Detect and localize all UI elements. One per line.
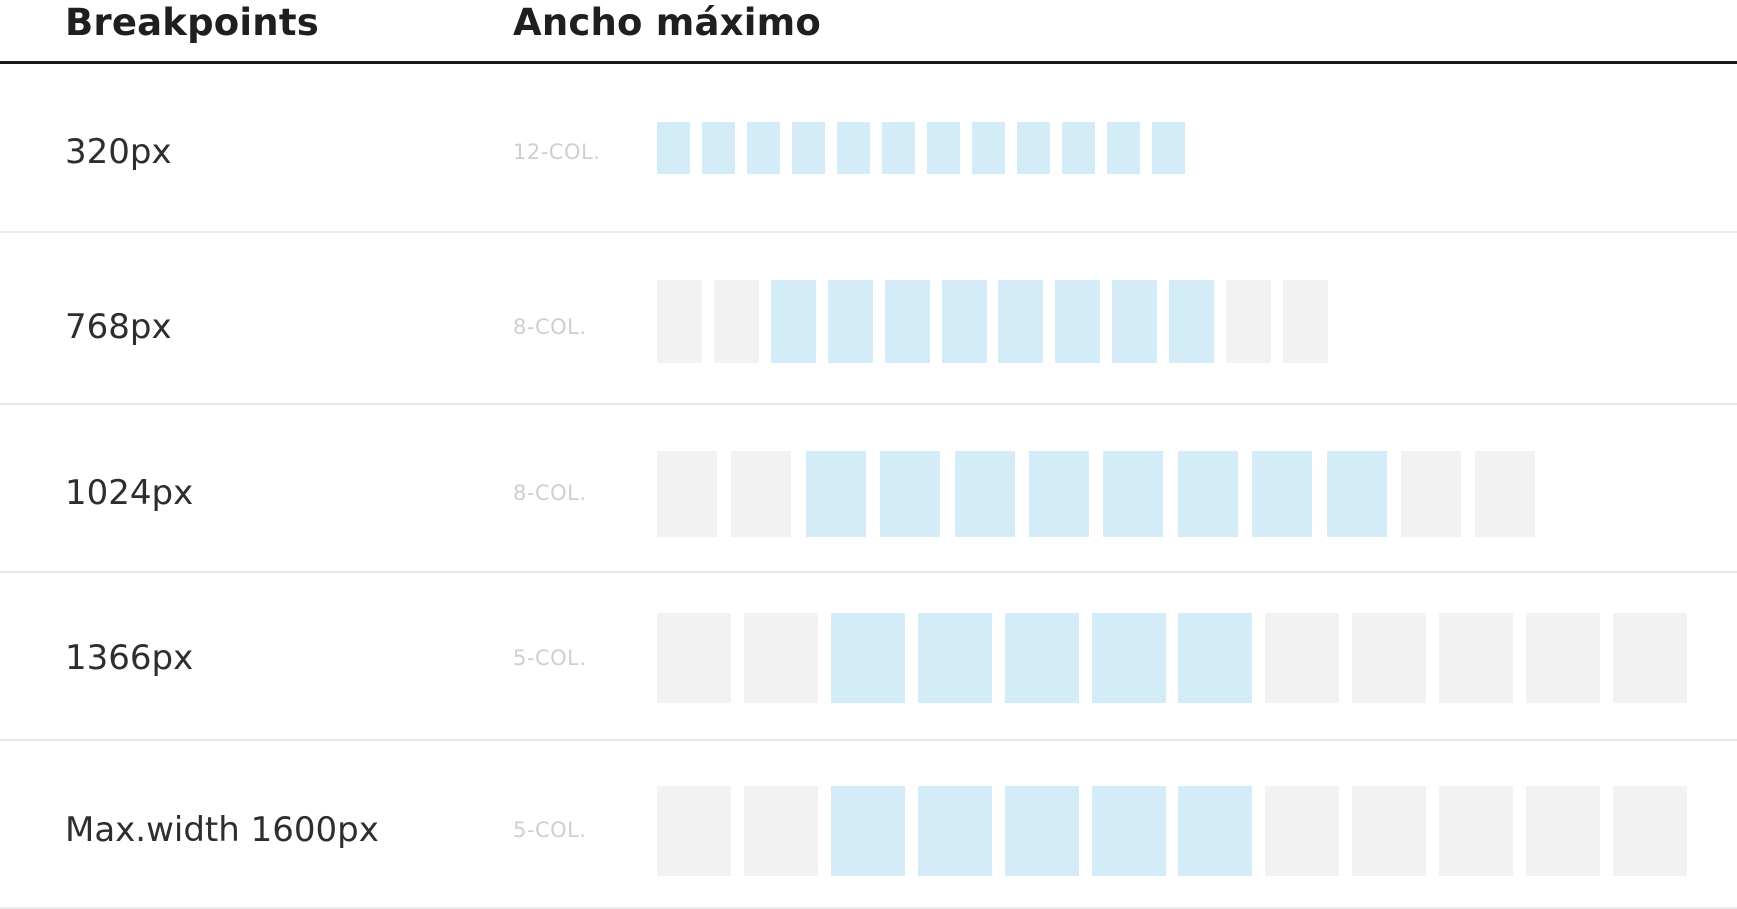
active-column-cell: [918, 786, 992, 876]
active-column-cell: [918, 613, 992, 703]
active-column-cell: [806, 451, 866, 537]
inactive-column-cell: [1265, 613, 1339, 703]
active-column-cell: [1178, 451, 1238, 537]
active-column-cell: [882, 122, 915, 174]
active-column-cell: [1092, 613, 1166, 703]
columns-label: 8-COL.: [513, 315, 587, 339]
table-row: 1366px 5-COL.: [0, 573, 1737, 741]
breakpoint-label: 768px: [65, 307, 172, 347]
active-column-cell: [1062, 122, 1095, 174]
active-column-cell: [1178, 786, 1252, 876]
inactive-column-cell: [1613, 786, 1687, 876]
active-column-cell: [771, 280, 816, 363]
active-column-cell: [1103, 451, 1163, 537]
table-row: 768px 8-COL.: [0, 233, 1737, 405]
active-column-cell: [831, 786, 905, 876]
active-column-cell: [885, 280, 930, 363]
active-column-cell: [972, 122, 1005, 174]
active-column-cell: [955, 451, 1015, 537]
active-column-cell: [1169, 280, 1214, 363]
active-column-cell: [1005, 613, 1079, 703]
breakpoint-label: 1366px: [65, 638, 194, 678]
active-column-cell: [1152, 122, 1185, 174]
table-row: 1024px 8-COL.: [0, 405, 1737, 573]
active-column-cell: [1107, 122, 1140, 174]
active-column-cell: [1017, 122, 1050, 174]
header-breakpoints: Breakpoints: [65, 1, 319, 44]
active-column-cell: [1055, 280, 1100, 363]
active-column-cell: [1005, 786, 1079, 876]
table-row: 320px 12-COL.: [0, 64, 1737, 233]
columns-label: 5-COL.: [513, 646, 587, 670]
active-column-cell: [837, 122, 870, 174]
inactive-column-cell: [1226, 280, 1271, 363]
inactive-column-cell: [657, 451, 717, 537]
breakpoint-label: Max.width 1600px: [65, 810, 379, 850]
inactive-column-cell: [1401, 451, 1461, 537]
inactive-column-cell: [1526, 613, 1600, 703]
inactive-column-cell: [1613, 613, 1687, 703]
active-column-cell: [1178, 613, 1252, 703]
inactive-column-cell: [731, 451, 791, 537]
inactive-column-cell: [657, 613, 731, 703]
breakpoint-label: 320px: [65, 132, 172, 172]
active-column-cell: [880, 451, 940, 537]
inactive-column-cell: [657, 786, 731, 876]
inactive-column-cell: [1439, 786, 1513, 876]
active-column-cell: [828, 280, 873, 363]
inactive-column-cell: [1352, 613, 1426, 703]
active-column-cell: [1029, 451, 1089, 537]
active-column-cell: [927, 122, 960, 174]
active-column-cell: [1327, 451, 1387, 537]
columns-label: 12-COL.: [513, 140, 601, 164]
inactive-column-cell: [744, 786, 818, 876]
active-column-cell: [998, 280, 1043, 363]
table-header: Breakpoints Ancho máximo: [0, 0, 1737, 64]
active-column-cell: [1092, 786, 1166, 876]
inactive-column-cell: [1283, 280, 1328, 363]
columns-label: 5-COL.: [513, 818, 587, 842]
inactive-column-cell: [1265, 786, 1339, 876]
active-column-cell: [747, 122, 780, 174]
table-row: Max.width 1600px 5-COL.: [0, 741, 1737, 909]
active-column-cell: [1112, 280, 1157, 363]
inactive-column-cell: [1439, 613, 1513, 703]
active-column-cell: [792, 122, 825, 174]
active-column-cell: [831, 613, 905, 703]
inactive-column-cell: [714, 280, 759, 363]
active-column-cell: [702, 122, 735, 174]
inactive-column-cell: [744, 613, 818, 703]
active-column-cell: [1252, 451, 1312, 537]
breakpoint-label: 1024px: [65, 473, 194, 513]
inactive-column-cell: [1526, 786, 1600, 876]
inactive-column-cell: [657, 280, 702, 363]
active-column-cell: [657, 122, 690, 174]
inactive-column-cell: [1352, 786, 1426, 876]
inactive-column-cell: [1475, 451, 1535, 537]
header-max-width: Ancho máximo: [513, 1, 821, 44]
columns-label: 8-COL.: [513, 481, 587, 505]
active-column-cell: [942, 280, 987, 363]
